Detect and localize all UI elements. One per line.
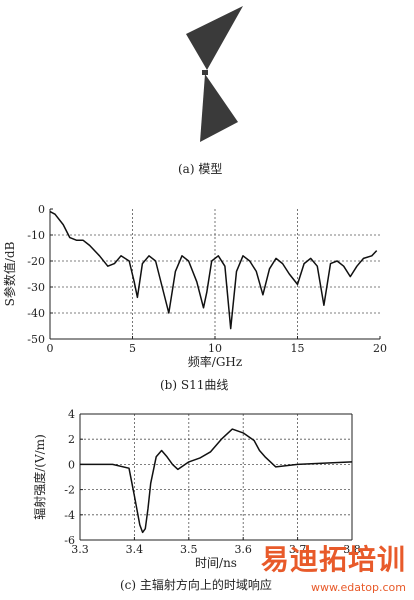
y-tick-label: -2 [64,484,75,497]
y-tick-label: 0 [38,203,45,216]
x-axis-label: 频率/GHz [188,354,242,369]
s11-chart: 0 5 10 15 20 0 -10 -20 -30 -40 -50 频率/GHz S参数值/dB [2,203,387,369]
y-tick-label: -10 [27,229,45,242]
y-tick-label: 4 [68,408,75,421]
caption-b: (b) S11曲线 [160,378,229,392]
x-tick-label: 15 [291,342,305,355]
y-tick-label: -6 [64,534,75,547]
data-series-line [49,210,378,330]
x-tick-label: 3.3 [71,543,89,556]
time-domain-chart: 3.3 3.4 3.5 3.6 3.7 3.8 4 2 0 -2 -4 -6 时间/ns 辐射强度/(V/… [32,408,361,570]
y-tick-label: 2 [68,433,75,446]
x-tick-label: 3.6 [234,543,252,556]
x-tick-label: 3.5 [180,543,198,556]
caption-c: (c) 主辐射方向上的时域响应 [120,578,272,592]
y-tick-label: -20 [27,255,45,268]
y-axis-label: 辐射强度/(V/m) [32,434,47,520]
x-tick-label: 10 [208,342,222,355]
model-lower-triangle [200,74,238,142]
y-tick-label: -30 [27,281,45,294]
x-tick-label: 3.4 [126,543,144,556]
x-tick-label: 3.7 [289,543,307,556]
model-feed-gap [202,70,208,75]
y-tick-label: -4 [64,509,75,522]
x-tick-label: 5 [129,342,136,355]
x-axis-label: 时间/ns [195,556,237,570]
y-tick-label: -40 [27,307,45,320]
antenna-model-figure [186,6,243,142]
x-tick-label: 3.8 [343,543,361,556]
model-upper-triangle [186,6,243,70]
watermark-logo-text: 易迪拓培训 [260,543,406,576]
watermark-url: www.edatop.com [311,581,406,594]
y-axis-label: S参数值/dB [2,241,17,306]
x-tick-label: 0 [47,342,54,355]
x-tick-label: 20 [373,342,387,355]
y-tick-label: -50 [27,333,45,346]
data-series-line [80,428,353,534]
caption-a: (a) 模型 [178,162,223,176]
y-tick-label: 0 [68,458,75,471]
